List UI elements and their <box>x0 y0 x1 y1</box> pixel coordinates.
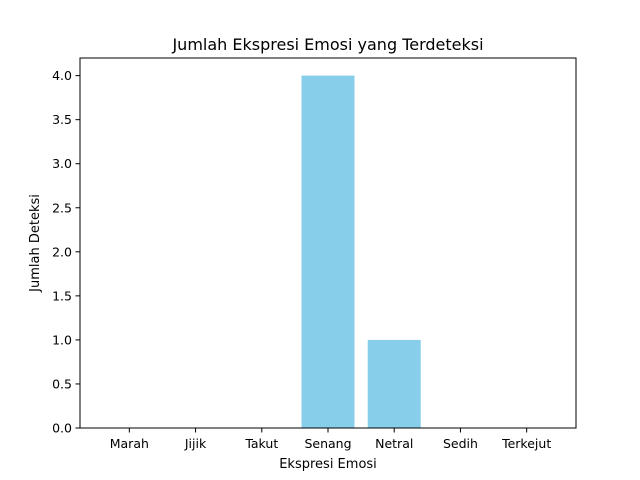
chart-title: Jumlah Ekspresi Emosi yang Terdeteksi <box>171 35 483 54</box>
y-tick-label: 1.5 <box>52 288 72 303</box>
x-tick-label: Takut <box>244 436 278 451</box>
bar-senang <box>301 75 355 428</box>
x-axis-label: Ekspresi Emosi <box>279 457 377 472</box>
y-tick-label: 0.5 <box>52 376 72 391</box>
y-tick-label: 1.0 <box>52 332 72 347</box>
x-tick-label: Marah <box>110 436 149 451</box>
x-tick-label: Terkejut <box>501 436 551 451</box>
x-tick-label: Sedih <box>443 436 478 451</box>
x-tick-label: Senang <box>304 436 351 451</box>
x-tick-label: Jijik <box>184 436 207 451</box>
y-axis-label: Jumlah Deteksi <box>28 194 43 293</box>
bar-netral <box>367 339 421 428</box>
y-tick-label: 2.5 <box>52 200 72 215</box>
x-axis: Marah Jijik Takut Senang Netral Sedih Terkejut <box>110 428 551 451</box>
y-tick-label: 3.0 <box>52 156 72 171</box>
x-tick-label: Netral <box>375 436 413 451</box>
y-tick-label: 3.5 <box>52 112 72 127</box>
y-tick-label: 0.0 <box>52 421 72 436</box>
y-tick-label: 4.0 <box>52 68 72 83</box>
y-tick-label: 2.0 <box>52 244 72 259</box>
bars-layer <box>301 75 421 428</box>
y-axis: 0.0 0.5 1.0 1.5 2.0 2.5 3.0 3.5 4.0 <box>52 68 80 436</box>
